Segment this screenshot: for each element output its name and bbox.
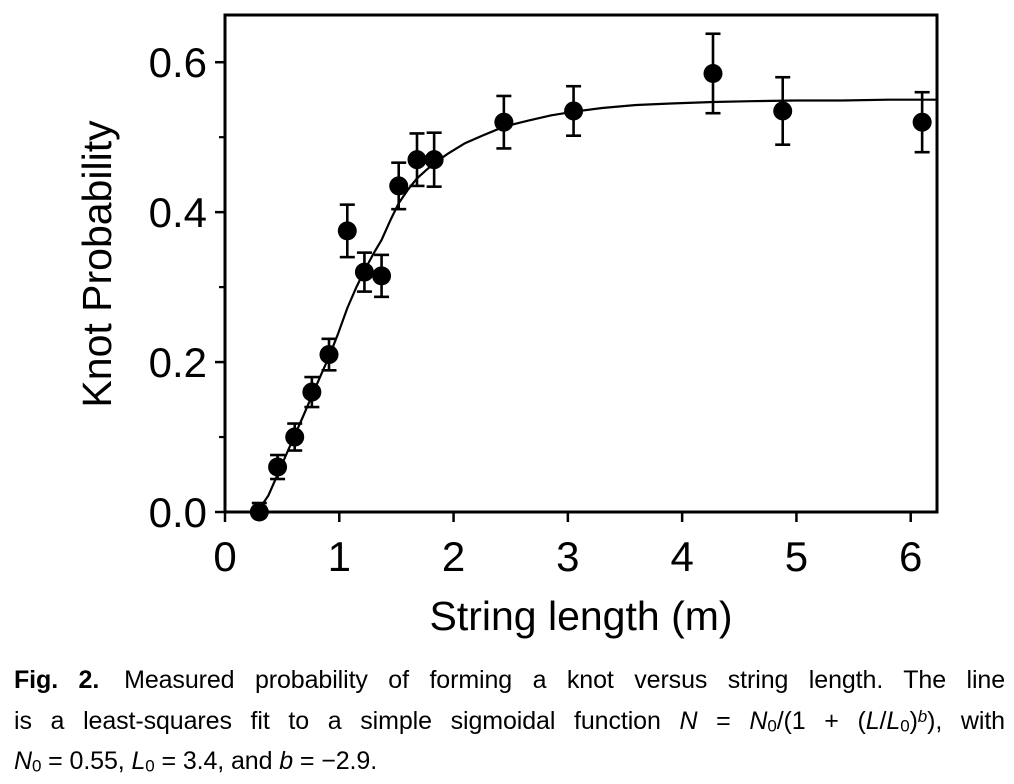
caption-segment: = 3.4, and [154,746,280,775]
caption-segment [99,666,124,694]
y-tick-label: 0.0 [149,489,207,536]
x-tick-label: 5 [785,533,808,580]
x-tick-label: 3 [556,533,579,580]
data-point [389,176,409,196]
x-axis-ticks: 0 1 2 3 4 5 6 [213,513,922,580]
data-point [285,427,305,447]
caption-segment: = 0.55, [41,746,132,775]
caption-segment: / [879,706,887,735]
data-point [372,266,392,286]
x-tick-label: 1 [328,533,351,580]
x-axis-label: String length (m) [429,593,732,639]
data-point [407,150,427,170]
data-point [249,502,269,522]
caption-segment: ) [909,706,918,735]
data-point [912,112,932,132]
caption-segment: 0 [145,756,155,776]
caption-segment: N [679,706,698,735]
caption-segment: /(1 + ( [776,706,866,735]
plot-frame [223,13,939,514]
caption-line: is a least-squares fit to a simple sigmo… [14,699,1005,744]
caption-segment: b [917,706,928,726]
x-tick-label: 4 [670,533,693,580]
caption-segment: N [749,706,768,735]
data-points [249,63,932,522]
data-point [319,345,339,365]
caption-segment: 0 [767,716,777,736]
caption-segment: = [697,706,750,735]
caption-segment: is a least-squares fit to a simple sigmo… [14,706,680,735]
figure-caption: Fig. 2. Measured probability of forming … [14,663,1005,784]
data-point [424,150,444,170]
x-tick-label: 0 [213,533,236,580]
y-tick-label: 0.4 [149,189,207,236]
caption-line: Fig. 2. Measured probability of forming … [14,663,1005,699]
y-axis-label: Knot Probability [74,120,120,408]
data-point [268,457,288,477]
caption-line: N0 = 0.55, L0 = 3.4, and b = −2.9. [14,744,1005,784]
knot-probability-chart: 0.0 0.2 0.4 0.6 0 1 2 3 4 5 6 String length (m) K… [74,13,939,639]
caption-segment: Fig. 2. [14,666,100,694]
y-tick-label: 0.6 [149,39,207,86]
caption-segment: ), with [927,706,1005,735]
caption-segment: L [131,746,146,775]
y-axis-ticks: 0.0 0.2 0.4 0.6 [149,39,224,536]
caption-segment: Measured probability of forming a knot v… [124,666,1006,694]
error-bars [251,32,930,512]
caption-segment: L [865,706,880,735]
data-point [703,63,723,83]
x-tick-label: 2 [442,533,465,580]
data-point [354,262,374,282]
caption-segment: = −2.9. [293,746,378,775]
caption-segment: 0 [900,716,910,736]
y-tick-label: 0.2 [149,339,207,386]
caption-segment: 0 [31,756,42,776]
x-tick-label: 6 [899,533,922,580]
fit-line [258,98,937,510]
caption-segment: b [279,746,294,775]
data-point [302,382,322,402]
caption-segment: L [886,706,901,735]
caption-segment: N [14,746,32,775]
data-point [564,101,584,121]
data-point [494,112,514,132]
data-point [773,101,793,121]
data-point [337,221,357,241]
